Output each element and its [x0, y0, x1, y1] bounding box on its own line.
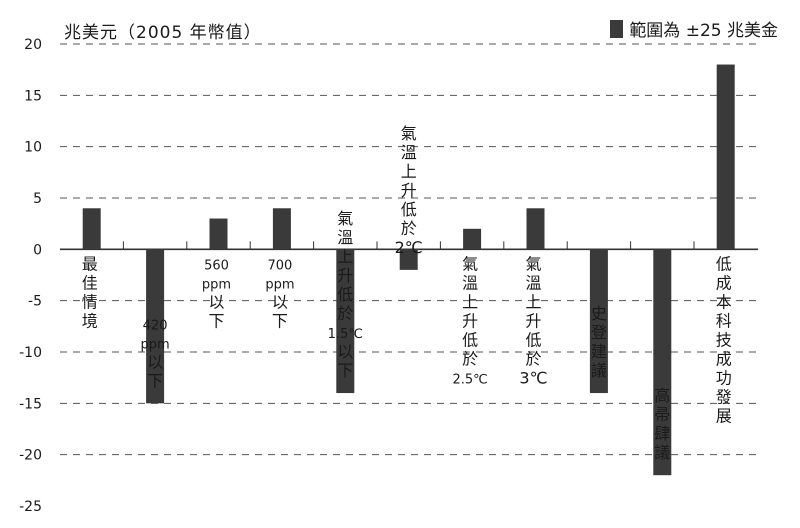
category-label: 1.5℃: [328, 327, 363, 342]
category-label: ppm: [202, 277, 231, 292]
category-label: 升: [462, 311, 478, 330]
category-label: 議: [654, 443, 670, 462]
category-label: 下: [147, 371, 163, 390]
category-label: 低: [525, 330, 541, 349]
category-label: 境: [82, 311, 98, 330]
bar: [82, 208, 101, 250]
category-label: 氣: [462, 254, 478, 273]
bar: [272, 208, 291, 250]
category-label: 上: [401, 162, 417, 181]
category-label: 科: [716, 311, 732, 330]
category-label: 溫: [337, 228, 353, 247]
category-label: 帚: [654, 405, 670, 424]
category-label: 本: [716, 292, 732, 311]
category-label: 低: [337, 285, 353, 304]
category-label: 佳: [82, 273, 98, 292]
bar: [589, 249, 608, 394]
bar: [336, 249, 355, 394]
category-label: 肆: [654, 424, 670, 443]
category-label: 情: [82, 292, 98, 311]
category-label: 上: [462, 292, 478, 311]
category-label: 最: [82, 254, 98, 273]
category-label: 成: [716, 273, 732, 292]
category-label: 功: [716, 368, 732, 387]
category-label: 登: [591, 323, 607, 342]
category-label: 下: [337, 361, 353, 380]
legend-label: 範圍為 ±25 兆美金: [629, 21, 778, 41]
y-tick-label: -5: [28, 294, 42, 310]
bar: [146, 249, 165, 404]
category-label: 高: [654, 386, 670, 405]
category-label: 以: [337, 342, 353, 361]
category-label: 升: [525, 311, 541, 330]
category-label: 溫: [401, 143, 417, 162]
y-tick-label: 20: [24, 37, 42, 53]
category-label: 升: [401, 181, 417, 200]
unit-label: 兆美元（2005 年幣值）: [64, 23, 262, 43]
bar: [653, 249, 672, 476]
category-label: 發: [716, 387, 732, 406]
y-tick-label: -20: [19, 448, 42, 464]
category-label: 於: [462, 349, 478, 368]
category-label: 於: [525, 349, 541, 368]
category-label: 以: [147, 352, 163, 371]
y-tick-label: 15: [24, 88, 42, 104]
category-label: 展: [716, 406, 732, 425]
category-label: 以: [272, 292, 288, 311]
y-tick-label: 5: [33, 191, 42, 207]
category-label: 溫: [462, 273, 478, 292]
category-label: 低: [401, 200, 417, 219]
category-label: 下: [208, 311, 224, 330]
category-label: 下: [272, 311, 288, 330]
category-label: ppm: [265, 277, 294, 292]
category-label: 技: [716, 330, 732, 349]
category-label: 於: [337, 304, 353, 323]
category-label: 史: [591, 304, 607, 323]
category-label: 560: [204, 258, 229, 273]
y-tick-label: 0: [33, 242, 42, 258]
category-label: 氣: [401, 124, 417, 143]
category-label: 於: [401, 219, 417, 238]
bar: [463, 228, 482, 250]
y-tick-label: 10: [24, 140, 42, 156]
category-label: 氣: [337, 209, 353, 228]
y-tick-label: -25: [19, 499, 42, 515]
category-label: 氣: [525, 254, 541, 273]
category-label: 上: [525, 292, 541, 311]
category-label: 以: [208, 292, 224, 311]
legend: 範圍為 ±25 兆美金: [610, 16, 778, 41]
category-label: 成: [716, 349, 732, 368]
category-label: 2℃: [395, 238, 423, 257]
category-label: 建: [591, 342, 607, 361]
bar: [399, 249, 418, 270]
legend-swatch: [610, 19, 624, 38]
category-label: 低: [462, 330, 478, 349]
bar: [716, 64, 735, 250]
category-label: 議: [591, 361, 607, 380]
bar: [209, 218, 228, 250]
y-tick-label: -15: [19, 396, 42, 412]
category-label: 升: [337, 266, 353, 285]
category-label: 溫: [525, 273, 541, 292]
category-label: 3℃: [519, 368, 547, 387]
category-label: 700: [267, 258, 292, 273]
category-label: 低: [716, 254, 732, 273]
category-label: ppm: [141, 337, 170, 352]
bar: [526, 208, 545, 250]
category-label: 2.5℃: [452, 372, 487, 387]
y-tick-label: -10: [19, 345, 42, 361]
category-label: 420: [143, 318, 168, 333]
category-label: 上: [337, 247, 353, 266]
